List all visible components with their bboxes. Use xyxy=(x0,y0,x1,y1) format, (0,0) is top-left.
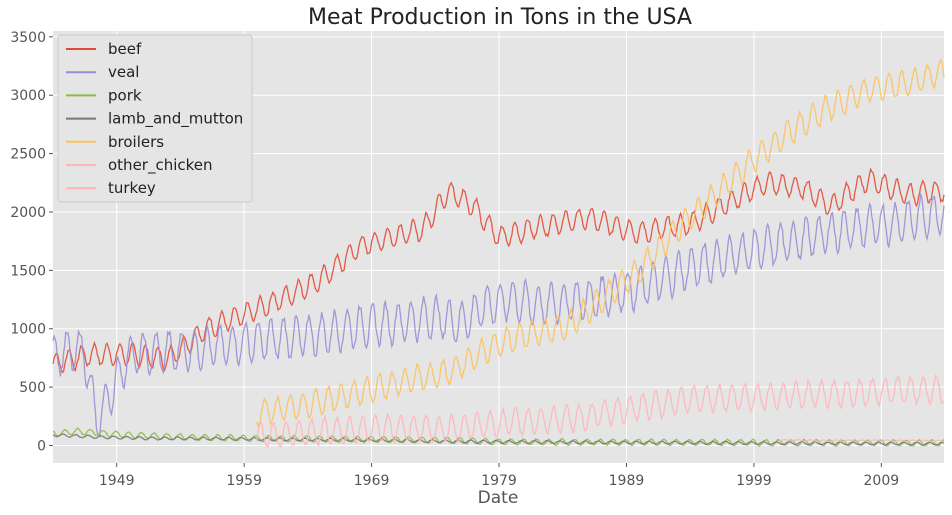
x-tick-label: 1979 xyxy=(481,473,517,489)
legend: beef veal pork lamb_and_mutton broilers other… xyxy=(57,34,253,203)
y-tick-label: 2000 xyxy=(10,205,46,221)
y-tick-label: 0 xyxy=(37,438,46,454)
series-lines xyxy=(52,58,945,448)
x-tick-label: 1959 xyxy=(226,473,262,489)
legend-label: other_chicken xyxy=(108,156,213,175)
chart-title: Meat Production in Tons in the USA xyxy=(308,5,692,30)
series-line-veal xyxy=(52,191,945,439)
y-tick-label: 2500 xyxy=(10,147,46,163)
series-line-broilers xyxy=(256,58,945,429)
y-axis: 0 500 1000 1500 2000 2500 3000 3500 xyxy=(10,30,53,454)
y-tick-label: 1000 xyxy=(10,322,46,338)
x-axis-title: Date xyxy=(478,488,519,508)
series-line-lamb-and-mutton xyxy=(52,433,945,446)
x-tick-label: 1949 xyxy=(99,473,135,489)
y-tick-label: 1500 xyxy=(10,263,46,279)
legend-label: turkey xyxy=(108,179,156,197)
legend-label: broilers xyxy=(108,133,164,151)
y-tick-label: 3000 xyxy=(10,88,46,104)
y-tick-label: 3500 xyxy=(10,30,46,46)
x-axis: 1949 1959 1969 1979 1989 1999 2009 xyxy=(99,463,899,489)
legend-label: beef xyxy=(108,40,142,58)
x-tick-label: 1969 xyxy=(354,473,390,489)
x-tick-label: 1989 xyxy=(609,473,645,489)
legend-label: veal xyxy=(108,63,139,81)
series-line-other-chicken xyxy=(779,438,945,443)
series-line-turkey xyxy=(256,374,945,448)
series-line-beef xyxy=(52,167,945,374)
x-tick-label: 1999 xyxy=(736,473,772,489)
legend-label: pork xyxy=(108,86,142,104)
y-tick-label: 500 xyxy=(19,380,46,396)
x-tick-label: 2009 xyxy=(864,473,900,489)
legend-label: lamb_and_mutton xyxy=(108,110,243,129)
legend-box xyxy=(57,34,253,203)
